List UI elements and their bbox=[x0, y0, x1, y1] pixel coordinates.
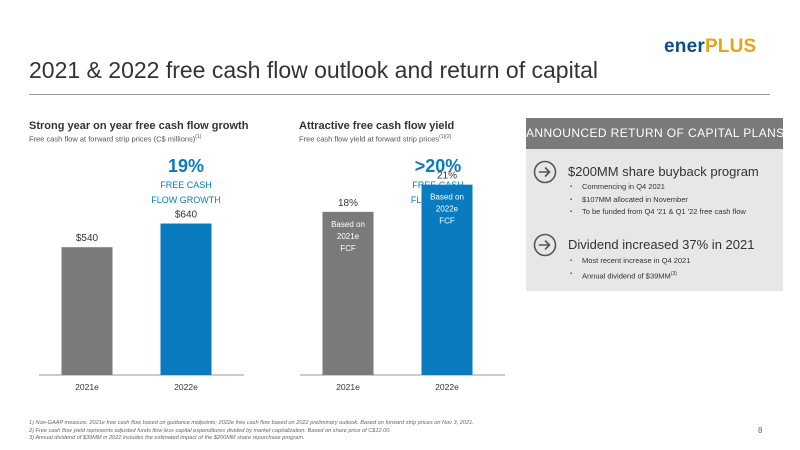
fcf-growth-caption-line2: FLOW GROWTH bbox=[151, 195, 221, 205]
data-label: 18% bbox=[338, 198, 358, 209]
return-of-capital-header: ANNOUNCED RETURN OF CAPITAL PLANS bbox=[526, 118, 784, 149]
dividend-bullet: Most recent increase in Q4 2021 bbox=[570, 255, 690, 268]
fcf-growth-caption: FREE CASH FLOW GROWTH bbox=[136, 178, 236, 208]
right-panel-subtitle-note: (1)(2) bbox=[439, 134, 452, 140]
page-title: 2021 & 2022 free cash flow outlook and r… bbox=[29, 57, 598, 83]
left-panel-subtitle-text: Free cash flow at forward strip prices (… bbox=[29, 134, 196, 144]
left-panel-subtitle: Free cash flow at forward strip prices (… bbox=[29, 134, 201, 144]
dividend-bullet: Annual dividend of $39MM(3) bbox=[570, 268, 690, 283]
dividend-bullet-note: (3) bbox=[670, 270, 677, 277]
fcf-yield-stat: >20% bbox=[414, 156, 462, 176]
footnotes: 1) Non-GAAP measure. 2021e free cash flo… bbox=[29, 420, 629, 443]
right-panel-subtitle-text: Free cash flow yield at forward strip pr… bbox=[299, 134, 440, 144]
bar-inner-label: Based on bbox=[331, 220, 365, 229]
enerplus-logo: enerPLUS bbox=[664, 36, 757, 57]
buyback-heading: $200MM share buyback program bbox=[568, 164, 759, 179]
fcf-growth-chart: $540 2021e $640 2022e bbox=[39, 210, 244, 392]
buyback-bullets: Commencing in Q4 2021 $107MM allocated i… bbox=[570, 181, 746, 219]
fcf-yield-chart: 18% Based on 2021e FCF 2021e 21% Based on 2022e… bbox=[300, 171, 505, 392]
bar-2022e bbox=[421, 184, 473, 375]
dividend-heading: Dividend increased 37% in 2021 bbox=[568, 237, 755, 252]
footnote: 2) Free cash flow yield represents adjus… bbox=[29, 427, 391, 434]
data-label: $540 bbox=[76, 233, 99, 244]
arrow-right-circle-icon bbox=[533, 160, 557, 184]
x-tick-label: 2021e bbox=[75, 382, 99, 392]
fcf-growth-caption-line1: FREE CASH bbox=[160, 180, 212, 190]
x-tick-label: 2022e bbox=[174, 382, 198, 392]
arrow-right-circle-icon bbox=[533, 233, 557, 257]
bar-2021e bbox=[322, 211, 374, 375]
fcf-growth-stat: 19% bbox=[167, 156, 205, 176]
left-panel-title: Strong year on year free cash flow growt… bbox=[29, 120, 249, 132]
x-tick-label: 2021e bbox=[336, 382, 360, 392]
x-tick-label: 2022e bbox=[435, 382, 459, 392]
data-label: 21% bbox=[437, 171, 457, 182]
bar-2021e bbox=[61, 247, 113, 375]
bar-inner-label: 2022e bbox=[436, 205, 459, 214]
footnote: 1) Non-GAAP measure. 2021e free cash flo… bbox=[29, 420, 474, 426]
bar-inner-label: Based on bbox=[430, 193, 464, 202]
data-label: $640 bbox=[175, 210, 198, 221]
bar-inner-label: 2021e bbox=[337, 232, 360, 241]
dividend-bullet-text: Annual dividend of $39MM bbox=[582, 271, 671, 280]
right-panel-title: Attractive free cash flow yield bbox=[299, 120, 455, 132]
title-divider bbox=[29, 94, 770, 95]
buyback-bullet: To be funded from Q4 '21 & Q1 '22 free c… bbox=[570, 206, 746, 219]
buyback-bullet: Commencing in Q4 2021 bbox=[570, 181, 746, 194]
left-panel-subtitle-note: (1) bbox=[195, 134, 202, 140]
buyback-bullet: $107MM allocated in November bbox=[570, 194, 746, 207]
dividend-bullets: Most recent increase in Q4 2021 Annual d… bbox=[570, 255, 690, 283]
bar-inner-label: FCF bbox=[439, 217, 455, 226]
footnote: 3) Annual dividend of $39MM in 2022 incl… bbox=[29, 435, 305, 441]
bar-inner-label: FCF bbox=[340, 244, 356, 253]
page-number: 8 bbox=[758, 426, 763, 435]
right-panel-subtitle: Free cash flow yield at forward strip pr… bbox=[299, 134, 451, 144]
bar-2022e bbox=[160, 223, 212, 375]
